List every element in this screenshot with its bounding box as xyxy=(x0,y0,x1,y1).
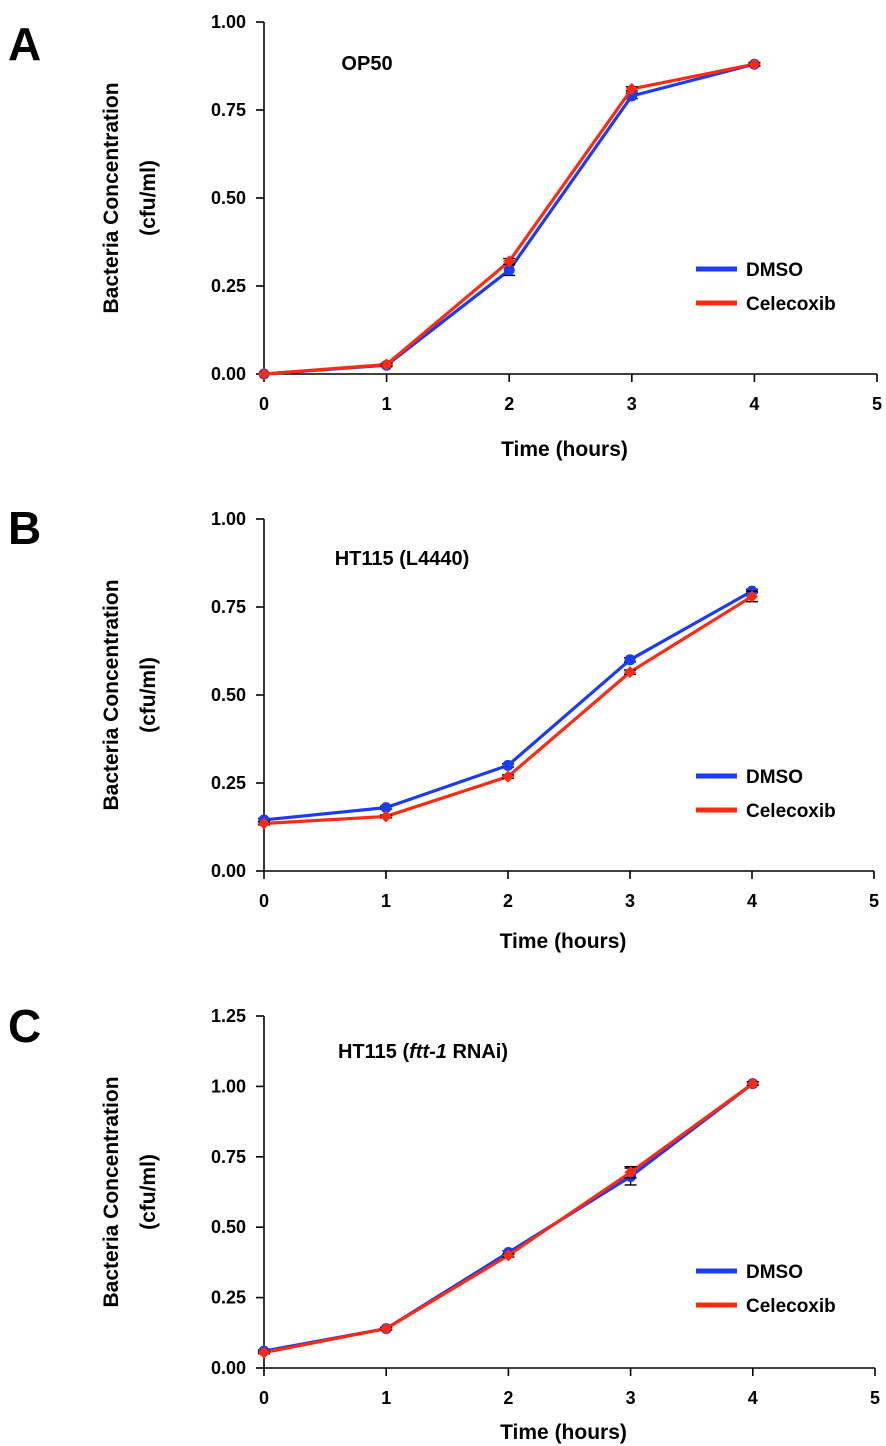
y-tick-label: 0.75 xyxy=(211,597,246,617)
x-tick-label: 4 xyxy=(748,1388,758,1408)
series-dmso xyxy=(258,1078,759,1357)
y-tick-label: 1.00 xyxy=(211,12,246,32)
y-tick-label: 0.00 xyxy=(211,364,246,384)
chart-title-part: HT115 ( xyxy=(338,1041,409,1063)
data-point xyxy=(380,802,392,814)
series-line xyxy=(263,62,755,376)
legend-label: DMSO xyxy=(746,1262,803,1283)
data-point xyxy=(624,1166,637,1179)
x-tick-label: 0 xyxy=(259,394,269,414)
legend: DMSO Celecoxib xyxy=(696,1262,836,1317)
data-point xyxy=(503,264,515,276)
x-tick-label: 1 xyxy=(381,891,391,911)
legend-label: DMSO xyxy=(746,260,803,281)
x-tick-label: 3 xyxy=(625,891,635,911)
data-point xyxy=(502,770,514,783)
y-tick-label: 0.25 xyxy=(211,773,246,793)
series-dmso xyxy=(258,585,758,826)
x-tick-label: 3 xyxy=(626,1388,636,1408)
y-axis-title-line2: (cfu/ml) xyxy=(137,160,160,236)
x-tick-label: 4 xyxy=(747,891,757,911)
x-tick-label: 5 xyxy=(872,394,882,414)
x-tick-label: 5 xyxy=(870,1388,880,1408)
y-tick-label: 1.25 xyxy=(211,1006,246,1026)
y-tick-label: 0.00 xyxy=(211,861,246,881)
data-point xyxy=(624,654,636,666)
chart-panel-b: B 0.00 0.25 0.50 0.75 1.00 0 1 2 3 4 5 Time (hours) B… xyxy=(8,502,879,953)
data-point xyxy=(380,1322,393,1335)
y-tick-label: 0.75 xyxy=(211,1147,246,1167)
data-point xyxy=(380,358,393,371)
data-point xyxy=(746,590,758,603)
series-celecoxib xyxy=(258,590,758,830)
y-axis-title-line2: (cfu/ml) xyxy=(137,1154,160,1230)
y-tick-label: 0.50 xyxy=(211,188,246,208)
series-dmso xyxy=(258,58,761,380)
legend-label: Celecoxib xyxy=(746,294,836,315)
y-tick-label: 1.00 xyxy=(211,1076,246,1096)
chart-title: HT115 (ftt-1 RNAi) xyxy=(338,1041,508,1063)
x-tick-label: 1 xyxy=(381,1388,391,1408)
y-axis-title-line1: Bacteria Concentration xyxy=(100,82,123,313)
series-line xyxy=(263,589,753,822)
chart-title: OP50 xyxy=(341,53,392,75)
x-tick-label: 1 xyxy=(382,394,392,414)
x-tick-label: 4 xyxy=(749,394,759,414)
y-tick-label: 0.75 xyxy=(211,100,246,120)
legend: DMSO Celecoxib xyxy=(696,767,836,822)
series-celecoxib xyxy=(258,58,761,380)
data-point xyxy=(624,666,636,679)
data-point xyxy=(625,82,638,95)
panel-letter: B xyxy=(8,502,41,554)
legend-label: DMSO xyxy=(746,767,803,788)
x-axis-title: Time (hours) xyxy=(501,438,628,461)
y-tick-label: 0.25 xyxy=(211,276,246,296)
y-axis-title-line1: Bacteria Concentration xyxy=(100,579,123,810)
legend-label: Celecoxib xyxy=(746,801,836,822)
y-axis-title-line2: (cfu/ml) xyxy=(137,657,160,733)
y-tick-label: 0.50 xyxy=(211,1217,246,1237)
data-point xyxy=(380,810,392,823)
data-point xyxy=(258,817,270,830)
panel-letter: C xyxy=(8,1000,41,1052)
x-tick-label: 0 xyxy=(259,891,269,911)
y-tick-label: 0.25 xyxy=(211,1288,246,1308)
legend: DMSO Celecoxib xyxy=(696,260,836,315)
data-point xyxy=(502,1249,515,1262)
y-tick-label: 0.50 xyxy=(211,685,246,705)
data-point xyxy=(258,368,270,380)
x-axis-title: Time (hours) xyxy=(500,930,627,953)
y-axis-title-line1: Bacteria Concentration xyxy=(100,1076,123,1307)
x-tick-label: 2 xyxy=(504,394,514,414)
chart-title-part: ftt-1 xyxy=(409,1041,447,1063)
legend-label: Celecoxib xyxy=(746,1296,836,1317)
x-tick-label: 2 xyxy=(503,891,513,911)
chart-panel-a: A 0.00 0.25 0.50 0.75 1.00 0 1 2 3 4 5 Time (hours) B… xyxy=(8,12,882,461)
x-tick-label: 2 xyxy=(503,1388,513,1408)
chart-panel-c: C 0.00 0.25 0.50 0.75 1.00 1.25 0 1 2 3 4 5 Time (hou… xyxy=(8,1000,880,1444)
x-tick-label: 3 xyxy=(627,394,637,414)
series-line xyxy=(263,595,753,826)
data-point xyxy=(748,58,761,71)
x-tick-label: 0 xyxy=(259,1388,269,1408)
data-point xyxy=(746,1077,759,1090)
panel-letter: A xyxy=(8,18,41,70)
chart-title: HT115 (L4440) xyxy=(335,548,470,570)
data-point xyxy=(258,1346,270,1359)
series-line xyxy=(263,1082,754,1355)
x-tick-label: 5 xyxy=(869,891,879,911)
y-tick-label: 0.00 xyxy=(211,1358,246,1378)
data-point xyxy=(502,759,514,771)
series-celecoxib xyxy=(258,1077,759,1359)
x-axis-title: Time (hours) xyxy=(500,1421,627,1444)
data-point xyxy=(503,255,516,268)
chart-title-part: RNAi) xyxy=(447,1041,508,1063)
series-line xyxy=(263,1082,754,1353)
y-tick-label: 1.00 xyxy=(211,509,246,529)
series-line xyxy=(263,62,755,376)
